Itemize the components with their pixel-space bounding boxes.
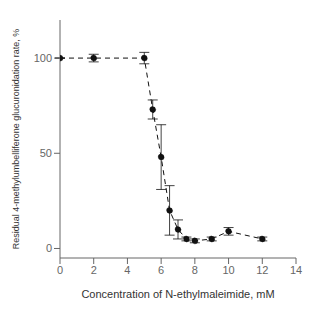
svg-text:50: 50 [40,147,52,159]
svg-text:Residual 4-methylumbelliferone: Residual 4-methylumbelliferone glucuroni… [11,29,21,250]
svg-text:6: 6 [158,264,164,276]
svg-text:Concentration of N-ethylmaleim: Concentration of N-ethylmaleimide, mM [81,288,274,300]
svg-text:0: 0 [46,242,52,254]
svg-text:14: 14 [290,264,302,276]
svg-text:10: 10 [222,264,234,276]
svg-text:4: 4 [124,264,130,276]
svg-text:2: 2 [91,264,97,276]
svg-text:12: 12 [256,264,268,276]
svg-text:100: 100 [34,52,52,64]
svg-text:0: 0 [57,264,63,276]
svg-text:8: 8 [192,264,198,276]
